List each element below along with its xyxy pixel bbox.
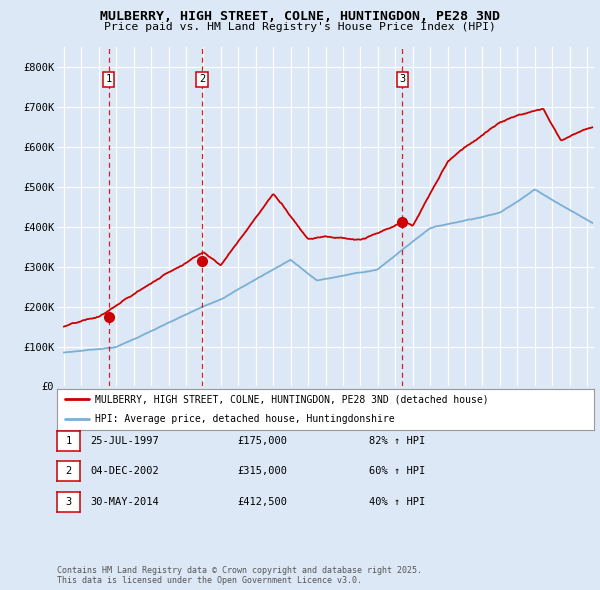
Text: 60% ↑ HPI: 60% ↑ HPI [369, 467, 425, 476]
Text: £412,500: £412,500 [237, 497, 287, 507]
Text: 40% ↑ HPI: 40% ↑ HPI [369, 497, 425, 507]
Text: Price paid vs. HM Land Registry's House Price Index (HPI): Price paid vs. HM Land Registry's House … [104, 22, 496, 32]
Text: 3: 3 [65, 497, 71, 507]
Text: 82% ↑ HPI: 82% ↑ HPI [369, 436, 425, 445]
Text: 1: 1 [106, 74, 112, 84]
Text: HPI: Average price, detached house, Huntingdonshire: HPI: Average price, detached house, Hunt… [95, 415, 394, 424]
Text: Contains HM Land Registry data © Crown copyright and database right 2025.
This d: Contains HM Land Registry data © Crown c… [57, 566, 422, 585]
Text: 25-JUL-1997: 25-JUL-1997 [90, 436, 159, 445]
Text: £175,000: £175,000 [237, 436, 287, 445]
Text: 04-DEC-2002: 04-DEC-2002 [90, 467, 159, 476]
Text: 30-MAY-2014: 30-MAY-2014 [90, 497, 159, 507]
Text: £315,000: £315,000 [237, 467, 287, 476]
Text: 2: 2 [199, 74, 205, 84]
Text: MULBERRY, HIGH STREET, COLNE, HUNTINGDON, PE28 3ND: MULBERRY, HIGH STREET, COLNE, HUNTINGDON… [100, 10, 500, 23]
Text: 2: 2 [65, 467, 71, 476]
Text: 3: 3 [399, 74, 406, 84]
Text: MULBERRY, HIGH STREET, COLNE, HUNTINGDON, PE28 3ND (detached house): MULBERRY, HIGH STREET, COLNE, HUNTINGDON… [95, 395, 488, 404]
Text: 1: 1 [65, 436, 71, 445]
